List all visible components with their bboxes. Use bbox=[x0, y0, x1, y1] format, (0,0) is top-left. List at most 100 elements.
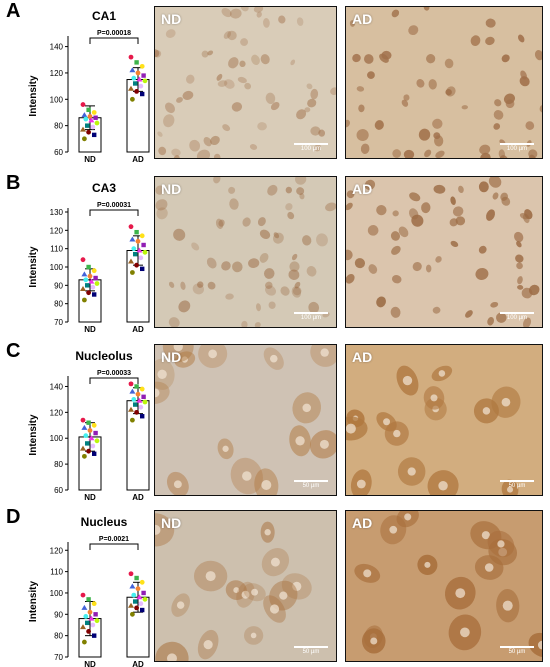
neuron-cell bbox=[368, 264, 378, 274]
neuron-cell bbox=[435, 256, 442, 263]
data-point bbox=[82, 639, 87, 645]
cell-nucleus bbox=[203, 640, 213, 650]
cell-nucleus bbox=[205, 571, 216, 582]
data-point bbox=[93, 115, 98, 120]
neuron-cell bbox=[503, 93, 515, 105]
neuron-cell bbox=[524, 209, 533, 220]
image-label: AD bbox=[352, 349, 373, 365]
data-point bbox=[141, 242, 146, 248]
data-point bbox=[141, 73, 146, 78]
scale-bar: 50 µm bbox=[500, 480, 534, 489]
neuron-cell bbox=[232, 261, 243, 273]
neuron-cell bbox=[480, 152, 491, 158]
x-tick-label: ND bbox=[84, 493, 96, 502]
neuron-cell bbox=[229, 198, 239, 210]
neuron-cell bbox=[241, 320, 248, 327]
neuron-cell bbox=[470, 35, 481, 47]
y-tick-label: 90 bbox=[54, 610, 63, 619]
data-point bbox=[133, 599, 138, 604]
cell-nucleus bbox=[402, 375, 413, 386]
neuron-cell bbox=[304, 107, 311, 113]
neuron-cell bbox=[203, 137, 212, 147]
neuron-cell bbox=[178, 300, 191, 313]
neuron-cell bbox=[539, 104, 542, 113]
data-point bbox=[140, 607, 145, 613]
cell-nucleus bbox=[460, 627, 470, 638]
neuron-cell bbox=[411, 214, 424, 227]
neuron-cell bbox=[488, 177, 502, 188]
neuron-cell bbox=[421, 202, 431, 214]
data-point bbox=[134, 605, 139, 611]
neuron-cell bbox=[244, 82, 252, 90]
neuron-cell bbox=[478, 181, 489, 193]
data-point bbox=[140, 91, 145, 97]
neuron-cell bbox=[265, 281, 273, 289]
neuron-cell bbox=[296, 187, 305, 195]
neuron-cell bbox=[501, 54, 510, 63]
data-point bbox=[92, 633, 97, 638]
data-point bbox=[86, 264, 91, 270]
neuron-cell bbox=[237, 76, 247, 84]
data-point bbox=[88, 117, 95, 123]
y-tick-label: 120 bbox=[50, 408, 64, 417]
cell-nucleus bbox=[393, 429, 401, 438]
cell-nucleus bbox=[222, 445, 229, 452]
neuron-cell bbox=[487, 317, 495, 326]
data-point bbox=[81, 604, 88, 610]
neuron-cell bbox=[265, 92, 276, 105]
cell-nucleus bbox=[241, 590, 250, 599]
scale-bar: 100 µm bbox=[294, 143, 328, 152]
micrograph-nd: ND 100 µm bbox=[154, 6, 337, 159]
neuron-cell bbox=[425, 264, 432, 273]
data-point bbox=[93, 612, 98, 617]
chart-title: CA3 bbox=[92, 181, 116, 195]
data-point bbox=[86, 597, 91, 602]
data-point bbox=[88, 278, 95, 284]
scale-bar: 50 µm bbox=[294, 646, 328, 655]
data-point bbox=[93, 430, 98, 436]
cell-nucleus bbox=[292, 581, 302, 591]
neuron-cell bbox=[519, 76, 530, 87]
significance-bracket bbox=[89, 209, 139, 216]
neuron-cell bbox=[374, 120, 384, 130]
neuron-cell bbox=[516, 262, 523, 270]
neuron-cell bbox=[228, 57, 239, 69]
neuron-cell bbox=[257, 122, 267, 131]
neuron-cell bbox=[435, 150, 445, 158]
data-point bbox=[81, 424, 88, 430]
neuron-cell bbox=[391, 9, 400, 18]
neuron-cell bbox=[528, 632, 542, 658]
y-tick-label: 120 bbox=[50, 69, 64, 78]
neuron-cell bbox=[458, 185, 464, 194]
neuron-cell bbox=[432, 306, 441, 314]
neuron-cell bbox=[517, 34, 525, 43]
neuron-cell bbox=[391, 274, 402, 284]
neuron-cell bbox=[216, 73, 223, 81]
y-tick-label: 80 bbox=[54, 122, 63, 131]
neuron-cell bbox=[257, 217, 266, 227]
panel-letter: C bbox=[6, 340, 21, 362]
data-point bbox=[133, 251, 138, 257]
neuron-cell bbox=[210, 135, 220, 146]
cell-nucleus bbox=[208, 349, 218, 359]
data-point bbox=[138, 83, 144, 89]
neuron-cell bbox=[346, 249, 353, 261]
neuron-cell bbox=[455, 216, 466, 226]
neuron-cell bbox=[523, 317, 532, 327]
y-tick-label: 100 bbox=[50, 434, 64, 443]
image-label: ND bbox=[161, 349, 182, 365]
data-point bbox=[90, 622, 96, 628]
neuron-cell bbox=[516, 241, 522, 248]
cell-nucleus bbox=[497, 540, 505, 548]
image-label: AD bbox=[352, 11, 373, 27]
y-tick-label: 80 bbox=[54, 300, 63, 309]
data-point bbox=[91, 601, 97, 607]
data-point bbox=[130, 611, 135, 617]
neuron-cell bbox=[251, 54, 260, 66]
neuron-cell bbox=[428, 79, 437, 90]
y-tick-label: 100 bbox=[50, 263, 64, 272]
neuron-cell bbox=[222, 124, 231, 132]
neuron-cell bbox=[520, 70, 527, 80]
neuron-cell bbox=[444, 58, 454, 69]
cell-nucleus bbox=[438, 481, 448, 491]
